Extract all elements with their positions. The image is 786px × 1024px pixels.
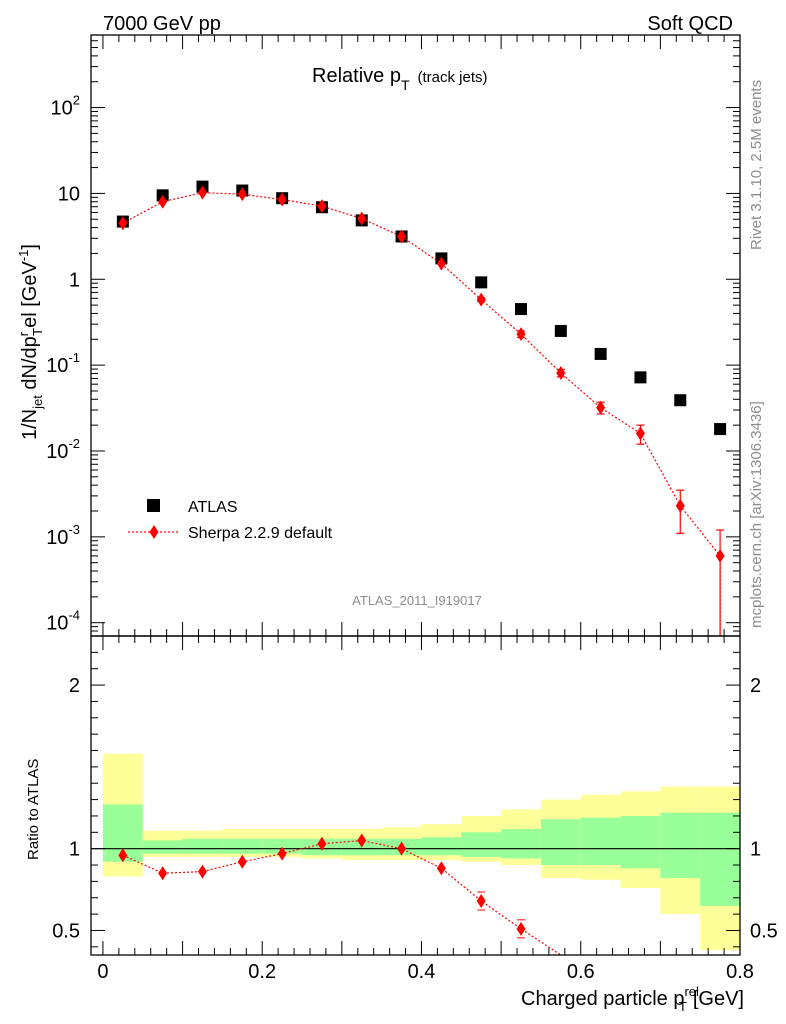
legend-sherpa-marker — [149, 525, 159, 539]
legend: ATLAS Sherpa 2.2.9 default — [128, 499, 333, 542]
green-band — [501, 829, 541, 859]
main-y-tick-label: 10 — [58, 183, 80, 205]
green-band — [700, 812, 740, 906]
sherpa-point — [556, 365, 566, 380]
green-band — [461, 832, 502, 857]
x-tick-label: 0 — [97, 961, 108, 983]
atlas-series — [116, 180, 727, 436]
sherpa-point — [675, 498, 685, 513]
green-band — [182, 838, 223, 854]
main-y-tick-label: 10-1 — [46, 350, 80, 377]
legend-atlas-label: ATLAS — [188, 499, 238, 516]
green-band — [142, 840, 183, 854]
atlas-point — [515, 303, 528, 316]
main-y-label: 1/Njet dN/dprTel [GeV-1] — [16, 244, 45, 440]
ratio-point — [476, 894, 486, 909]
ratio-y-tick-label: 2 — [69, 675, 80, 697]
ratio-sherpa-line — [122, 839, 562, 956]
main-plot-panel: 10-4 10-3 10-2 10-1 1 10 102 Relative pT (track… — [16, 34, 741, 637]
ratio-point — [158, 866, 168, 881]
green-band — [580, 817, 621, 866]
ratio-axis-ticks: 0 0.2 0.4 0.6 0.8 0.5 0.5 1 1 2 2 — [52, 635, 778, 983]
sherpa-point — [357, 211, 367, 226]
atlas-point — [634, 371, 647, 384]
ratio-y-tick-label-right: 0.5 — [750, 920, 778, 942]
sherpa-point — [158, 194, 168, 209]
ratio-point — [277, 846, 287, 861]
main-y-tick-label: 102 — [51, 93, 80, 120]
sherpa-point — [436, 256, 446, 271]
atlas-point — [475, 276, 488, 289]
x-tick-label: 0.2 — [248, 961, 276, 983]
atlas-point — [674, 394, 687, 407]
uncertainty-bands — [102, 753, 740, 951]
analysis-watermark: ATLAS_2011_I919017 — [352, 593, 482, 608]
ratio-frame — [90, 635, 741, 956]
ratio-point — [317, 836, 327, 851]
header-left: 7000 GeV pp — [103, 13, 221, 35]
sherpa-point — [237, 187, 247, 202]
ratio-y-tick-label: 0.5 — [52, 920, 80, 942]
ratio-point — [197, 864, 207, 879]
ratio-y-tick-label-right: 1 — [750, 839, 761, 861]
sherpa-series — [118, 185, 725, 636]
source-label: mcplots.cern.ch [arXiv:1306.3436] — [748, 401, 765, 628]
legend-atlas-marker — [147, 499, 160, 512]
green-band — [222, 838, 263, 854]
header-right: Soft QCD — [647, 13, 733, 35]
sherpa-point — [317, 199, 327, 214]
ratio-point — [357, 833, 367, 848]
atlas-point — [554, 324, 567, 337]
sherpa-point — [118, 216, 128, 231]
sherpa-point — [397, 229, 407, 244]
ratio-point — [118, 848, 128, 863]
legend-sherpa-label: Sherpa 2.2.9 default — [188, 525, 333, 542]
ratio-sherpa-points — [118, 833, 526, 939]
sherpa-point — [277, 192, 287, 207]
atlas-point — [714, 423, 727, 436]
ratio-plot-panel: 0 0.2 0.4 0.6 0.8 0.5 0.5 1 1 2 2 Ratio to ATLAS C… — [25, 635, 778, 1014]
ratio-point — [397, 841, 407, 856]
x-tick-label: 0.6 — [567, 961, 595, 983]
ratio-y-tick-label-right: 2 — [750, 675, 761, 697]
sherpa-point — [516, 327, 526, 342]
ratio-point — [436, 861, 446, 876]
sherpa-point — [596, 400, 606, 415]
ratio-y-tick-label: 1 — [69, 839, 80, 861]
green-band — [660, 812, 701, 879]
sherpa-point — [197, 185, 207, 200]
rivet-label: Rivet 3.1.10, 2.5M events — [748, 80, 765, 250]
x-tick-label: 0.4 — [408, 961, 436, 983]
ratio-y-label: Ratio to ATLAS — [25, 759, 42, 860]
ratio-point — [237, 854, 247, 869]
sherpa-point — [635, 426, 645, 441]
atlas-point — [594, 347, 607, 360]
main-y-tick-label: 10-3 — [46, 522, 80, 549]
x-tick-label: 0.8 — [726, 961, 754, 983]
main-y-tick-label: 10-2 — [46, 436, 80, 463]
main-frame — [90, 34, 741, 637]
green-band — [540, 819, 581, 866]
green-band — [262, 838, 303, 854]
green-band — [620, 815, 661, 869]
plot-title: Relative pT (track jets) — [312, 65, 488, 93]
x-axis-label: Charged particle prel T [GeV] — [521, 984, 744, 1014]
sherpa-point — [476, 292, 486, 307]
sherpa-point — [715, 548, 725, 563]
main-y-tick-label: 1 — [69, 269, 80, 291]
main-y-ticks: 10-4 10-3 10-2 10-1 1 10 102 — [46, 34, 741, 637]
sherpa-line — [122, 192, 721, 636]
main-y-tick-label: 10-4 — [46, 608, 80, 635]
ratio-point — [516, 921, 526, 936]
green-band — [421, 837, 462, 856]
